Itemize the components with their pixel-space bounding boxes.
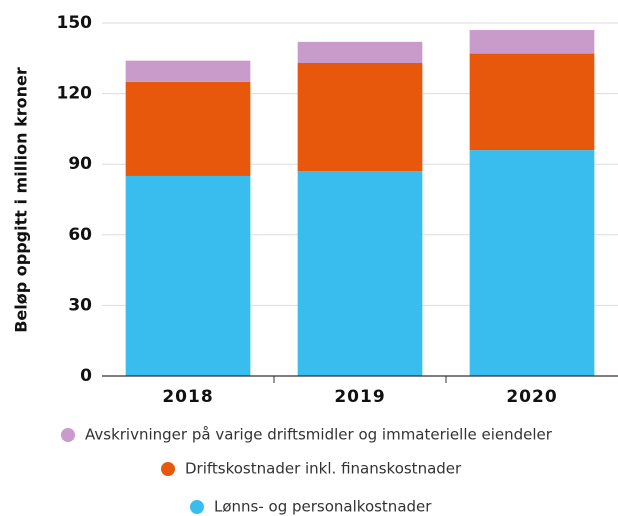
bar-segment [469, 30, 595, 54]
legend-swatch [161, 462, 175, 476]
bar-segment [469, 53, 595, 151]
x-tick-label: 2019 [334, 387, 385, 407]
bar-segment [297, 41, 423, 64]
y-tick-label: 120 [57, 84, 93, 104]
x-tick-label: 2020 [506, 387, 557, 407]
y-tick-label: 60 [68, 225, 92, 245]
legend-label: Driftskostnader inkl. finanskostnader [185, 460, 462, 478]
x-tick-label: 2018 [162, 387, 213, 407]
y-tick-label: 0 [80, 366, 92, 386]
bar-segment [125, 175, 251, 376]
bar-segment [469, 150, 595, 376]
legend-swatch [61, 428, 75, 442]
y-tick-label: 30 [68, 295, 92, 315]
legend-swatch [190, 500, 204, 514]
bar-segment [297, 171, 423, 376]
y-tick-label: 150 [57, 13, 93, 33]
legend-label: Avskrivninger på varige driftsmidler og … [85, 426, 553, 444]
bar-segment [125, 81, 251, 176]
y-tick-label: 90 [68, 154, 92, 174]
bar-segment [297, 63, 423, 172]
bar-segment [125, 60, 251, 82]
y-axis-label: Beløp oppgitt i million kroner [12, 67, 31, 333]
legend-label: Lønns- og personalkostnader [214, 498, 432, 516]
